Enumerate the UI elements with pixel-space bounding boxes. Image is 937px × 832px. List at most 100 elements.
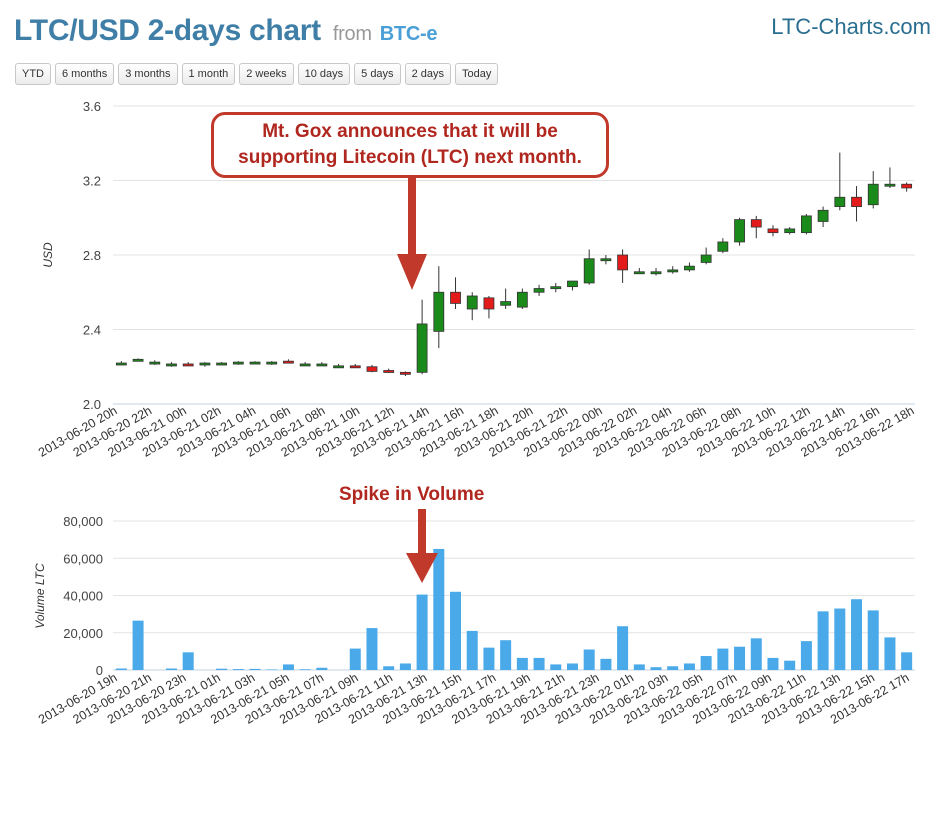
volume-y-tick-label: 40,000 xyxy=(63,589,103,604)
volume-bar xyxy=(483,647,495,670)
range-button-2-weeks[interactable]: 2 weeks xyxy=(239,63,294,85)
range-selector: YTD 6 months 3 months 1 month 2 weeks 10… xyxy=(15,63,499,85)
range-button-today[interactable]: Today xyxy=(454,63,499,85)
candle-body xyxy=(316,363,328,367)
candle-body xyxy=(232,361,244,365)
volume-bar xyxy=(650,667,662,670)
price-y-tick-label: 3.2 xyxy=(83,174,101,189)
volume-bar xyxy=(784,660,796,670)
callout-arrow-head xyxy=(397,254,427,290)
candle-body xyxy=(199,362,211,366)
chart-title: LTC/USD 2-days chart from BTC-e xyxy=(14,14,437,48)
candle-body xyxy=(149,361,161,365)
candle-body xyxy=(466,295,478,310)
volume-bar xyxy=(767,657,779,670)
candle-body xyxy=(617,254,629,271)
volume-bar xyxy=(583,649,595,670)
volume-bar xyxy=(366,628,378,670)
candle-body xyxy=(516,291,528,308)
volume-bar xyxy=(316,667,328,670)
candle-body xyxy=(851,196,862,207)
candle-body xyxy=(283,360,294,364)
volume-bar xyxy=(633,664,645,670)
spike-arrow-head xyxy=(406,553,438,583)
announcement-callout: Mt. Gox announces that it will be suppor… xyxy=(211,112,609,178)
candle-body xyxy=(483,297,495,310)
volume-bar xyxy=(266,669,278,670)
volume-bar xyxy=(834,608,846,670)
title-source-link[interactable]: BTC-e xyxy=(379,23,438,45)
title-from-label: from xyxy=(332,23,372,45)
volume-bar xyxy=(617,626,629,670)
range-button-2-days[interactable]: 2 days xyxy=(404,63,451,85)
candle-body xyxy=(567,280,578,288)
volume-bar xyxy=(550,664,562,670)
spike-arrow-shaft xyxy=(418,509,426,557)
candle-body xyxy=(583,258,595,284)
price-y-tick-label: 2.0 xyxy=(83,397,101,412)
range-button-6-months[interactable]: 6 months xyxy=(55,63,115,85)
volume-bar xyxy=(817,611,829,670)
range-button-3-months[interactable]: 3 months xyxy=(118,63,178,85)
volume-bar xyxy=(349,648,361,670)
volume-bar xyxy=(282,664,294,670)
candle-body xyxy=(734,219,745,243)
volume-spike-annotation: Spike in Volume xyxy=(339,484,485,505)
candle-body xyxy=(266,361,278,365)
volume-y-tick-label: 60,000 xyxy=(63,551,103,566)
volume-bar xyxy=(516,657,528,670)
candle-body xyxy=(834,196,846,207)
volume-bar xyxy=(884,637,896,670)
volume-bar xyxy=(115,668,127,670)
candle-body xyxy=(299,363,311,367)
range-button-ytd[interactable]: YTD xyxy=(15,63,51,85)
volume-bar xyxy=(566,663,578,670)
candle-body xyxy=(249,361,261,365)
volume-bar xyxy=(700,656,712,670)
callout-arrow-shaft xyxy=(408,178,416,258)
candle-body xyxy=(600,258,612,262)
range-button-5-days[interactable]: 5 days xyxy=(354,63,401,85)
price-y-tick-label: 3.6 xyxy=(83,99,101,114)
candle-body xyxy=(901,183,913,189)
volume-bar xyxy=(416,594,428,670)
volume-bar xyxy=(383,666,395,670)
volume-bar xyxy=(500,640,512,670)
candle-body xyxy=(416,323,428,373)
volume-bar xyxy=(165,668,177,670)
volume-bar xyxy=(667,666,679,670)
candle-body xyxy=(132,358,144,362)
candle-body xyxy=(784,228,796,234)
candle-body xyxy=(166,363,177,367)
volume-y-tick-label: 80,000 xyxy=(63,514,103,529)
candle-body xyxy=(867,183,879,206)
range-button-1-month[interactable]: 1 month xyxy=(181,63,236,85)
candle-body xyxy=(182,363,194,367)
callout-line-2: supporting Litecoin (LTC) next month. xyxy=(238,147,582,168)
candle-body xyxy=(667,269,679,273)
candle-body xyxy=(433,291,445,332)
brand-logo-text[interactable]: LTC-Charts.com xyxy=(771,14,931,39)
volume-bar xyxy=(717,648,729,670)
candle-body xyxy=(550,286,562,290)
volume-bar xyxy=(800,641,812,670)
volume-bar xyxy=(132,620,144,670)
volume-y-tick-label: 20,000 xyxy=(63,626,103,641)
volume-y-tick-label: 0 xyxy=(96,663,103,678)
price-y-tick-label: 2.4 xyxy=(83,323,101,338)
candle-body xyxy=(366,366,378,372)
volume-bar xyxy=(533,657,545,670)
volume-bar xyxy=(299,669,311,670)
range-button-10-days[interactable]: 10 days xyxy=(297,63,351,85)
candle-body xyxy=(884,183,896,187)
candle-body xyxy=(115,362,127,366)
candle-body xyxy=(817,209,829,222)
volume-bar xyxy=(466,630,478,670)
candle-body xyxy=(717,241,729,252)
volume-bar xyxy=(867,610,879,670)
candle-body xyxy=(800,215,812,234)
candle-body xyxy=(767,228,779,234)
callout-line-1: Mt. Gox announces that it will be xyxy=(262,121,558,142)
